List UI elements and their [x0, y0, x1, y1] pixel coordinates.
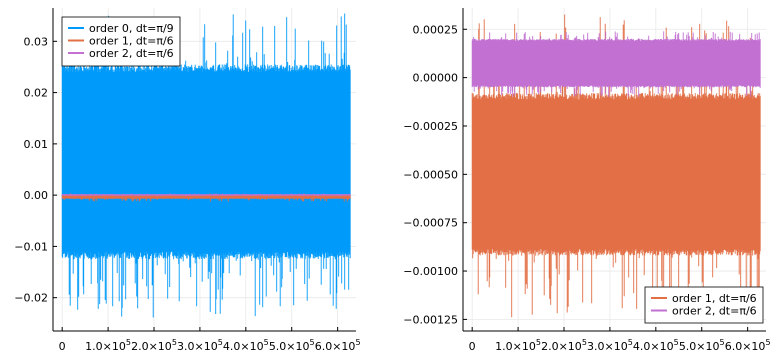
x-tick-label: 0 [59, 340, 66, 353]
x-tick-label: 3.0×105 [177, 338, 223, 353]
x-tick-label: 6.0×105 [315, 338, 361, 353]
series-line [471, 31, 761, 97]
y-tick-label: −0.00050 [403, 168, 458, 181]
left-plot: −0.02 −0.01 0.00 0.01 0.02 0.03 0 1.0×105 2.0×10… [14, 8, 361, 353]
x-tick-label: 4.0×105 [223, 338, 269, 353]
legend-label: order 1, dt=π/6 [672, 292, 757, 305]
legend-label: order 1, dt=π/6 [89, 35, 174, 48]
right-plot: −0.00125 −0.00100 −0.00075 −0.00050 −0.00025… [403, 8, 771, 353]
x-tick-label: 3.0×105 [587, 338, 633, 353]
y-tick-label: 0.01 [24, 138, 49, 151]
y-tick-label: 0.02 [24, 87, 49, 100]
legend-label: order 0, dt=π/9 [89, 22, 174, 35]
series-line [61, 13, 351, 318]
x-tick-label: 6.0×105 [725, 338, 771, 353]
legend-label: order 2, dt=π/6 [672, 305, 757, 318]
series-line [471, 14, 761, 321]
legend-box [644, 286, 764, 324]
x-tick-label: 1.0×105 [85, 338, 131, 353]
series-group [471, 14, 761, 321]
y-tick-label: −0.00100 [403, 265, 458, 278]
legend-label: order 2, dt=π/6 [89, 47, 174, 60]
y-tick-label: 0.00 [24, 189, 49, 202]
series-line [61, 193, 351, 197]
x-tick-label: 0 [469, 340, 476, 353]
series-line [61, 193, 351, 202]
x-tick-label: 2.0×105 [541, 338, 587, 353]
y-tick-label: −0.00075 [403, 217, 458, 230]
x-tick-label: 5.0×105 [269, 338, 315, 353]
x-tick-label: 1.0×105 [495, 338, 541, 353]
y-tick-label: −0.00025 [403, 120, 458, 133]
series-group [61, 13, 351, 318]
y-tick-label: −0.00125 [403, 313, 458, 326]
x-tick-label: 2.0×105 [131, 338, 177, 353]
y-tick-label: −0.02 [14, 292, 48, 305]
y-tick-label: 0.00000 [413, 72, 459, 85]
y-tick-label: 0.00025 [413, 23, 459, 36]
x-tick-label: 4.0×105 [633, 338, 679, 353]
x-tick-label: 5.0×105 [679, 338, 725, 353]
y-tick-label: −0.01 [14, 240, 48, 253]
y-tick-label: 0.03 [24, 35, 49, 48]
